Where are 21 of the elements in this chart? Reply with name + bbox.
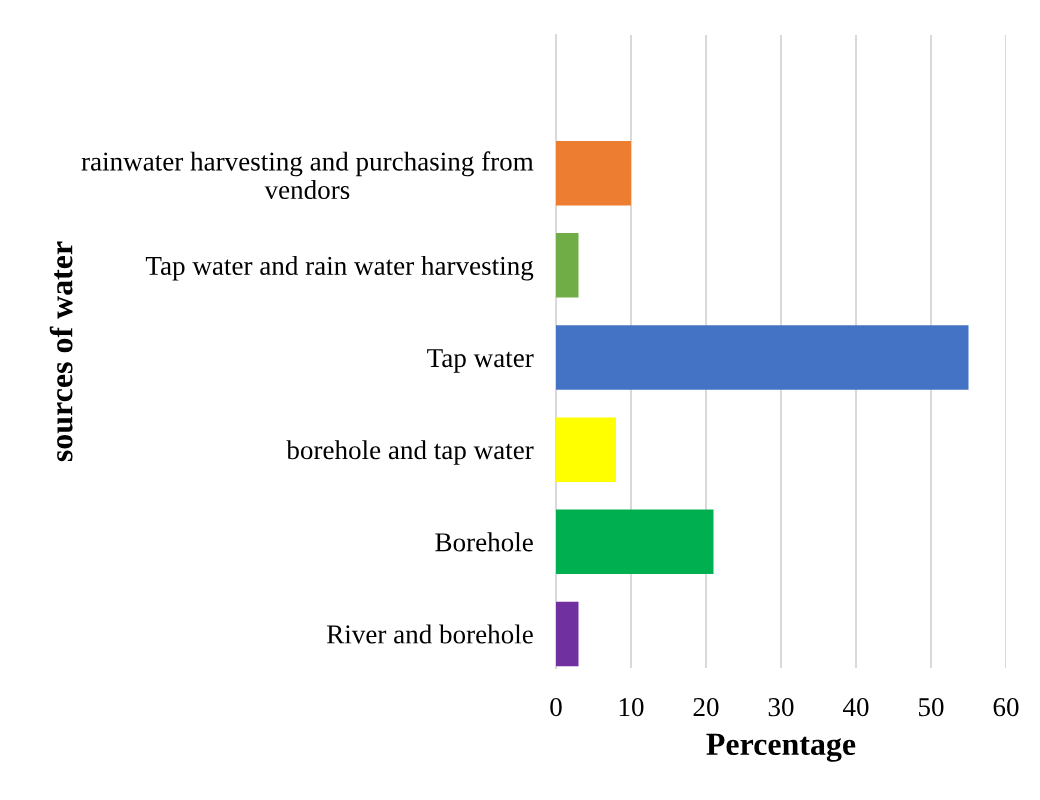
- x-tick-label: 50: [919, 697, 944, 717]
- y-tick-label: Tap water and rain water harvesting: [145, 255, 534, 281]
- y-axis-title: sources of water: [49, 241, 73, 462]
- bar: [556, 601, 579, 667]
- y-tick-label: rainwater harvesting and purchasing from vendors: [81, 151, 534, 200]
- x-axis-title: Percentage: [706, 733, 856, 762]
- x-tick-label: 10: [619, 697, 644, 717]
- y-tick-label: Tap water: [427, 349, 534, 373]
- x-tick-label: 20: [693, 697, 719, 717]
- bar: [556, 325, 969, 390]
- bar: [556, 417, 616, 482]
- y-tick-label: borehole and tap water: [286, 440, 534, 465]
- bar: [556, 509, 714, 575]
- y-tick-label: River and borehole: [326, 624, 533, 644]
- x-tick-label: 0: [550, 697, 562, 717]
- bar: [556, 233, 579, 298]
- y-tick-label: Borehole: [435, 532, 533, 552]
- x-tick-label: 30: [768, 697, 794, 717]
- bar: [556, 140, 631, 206]
- x-tick-label: 40: [842, 697, 869, 717]
- x-tick-label: 60: [993, 697, 1019, 717]
